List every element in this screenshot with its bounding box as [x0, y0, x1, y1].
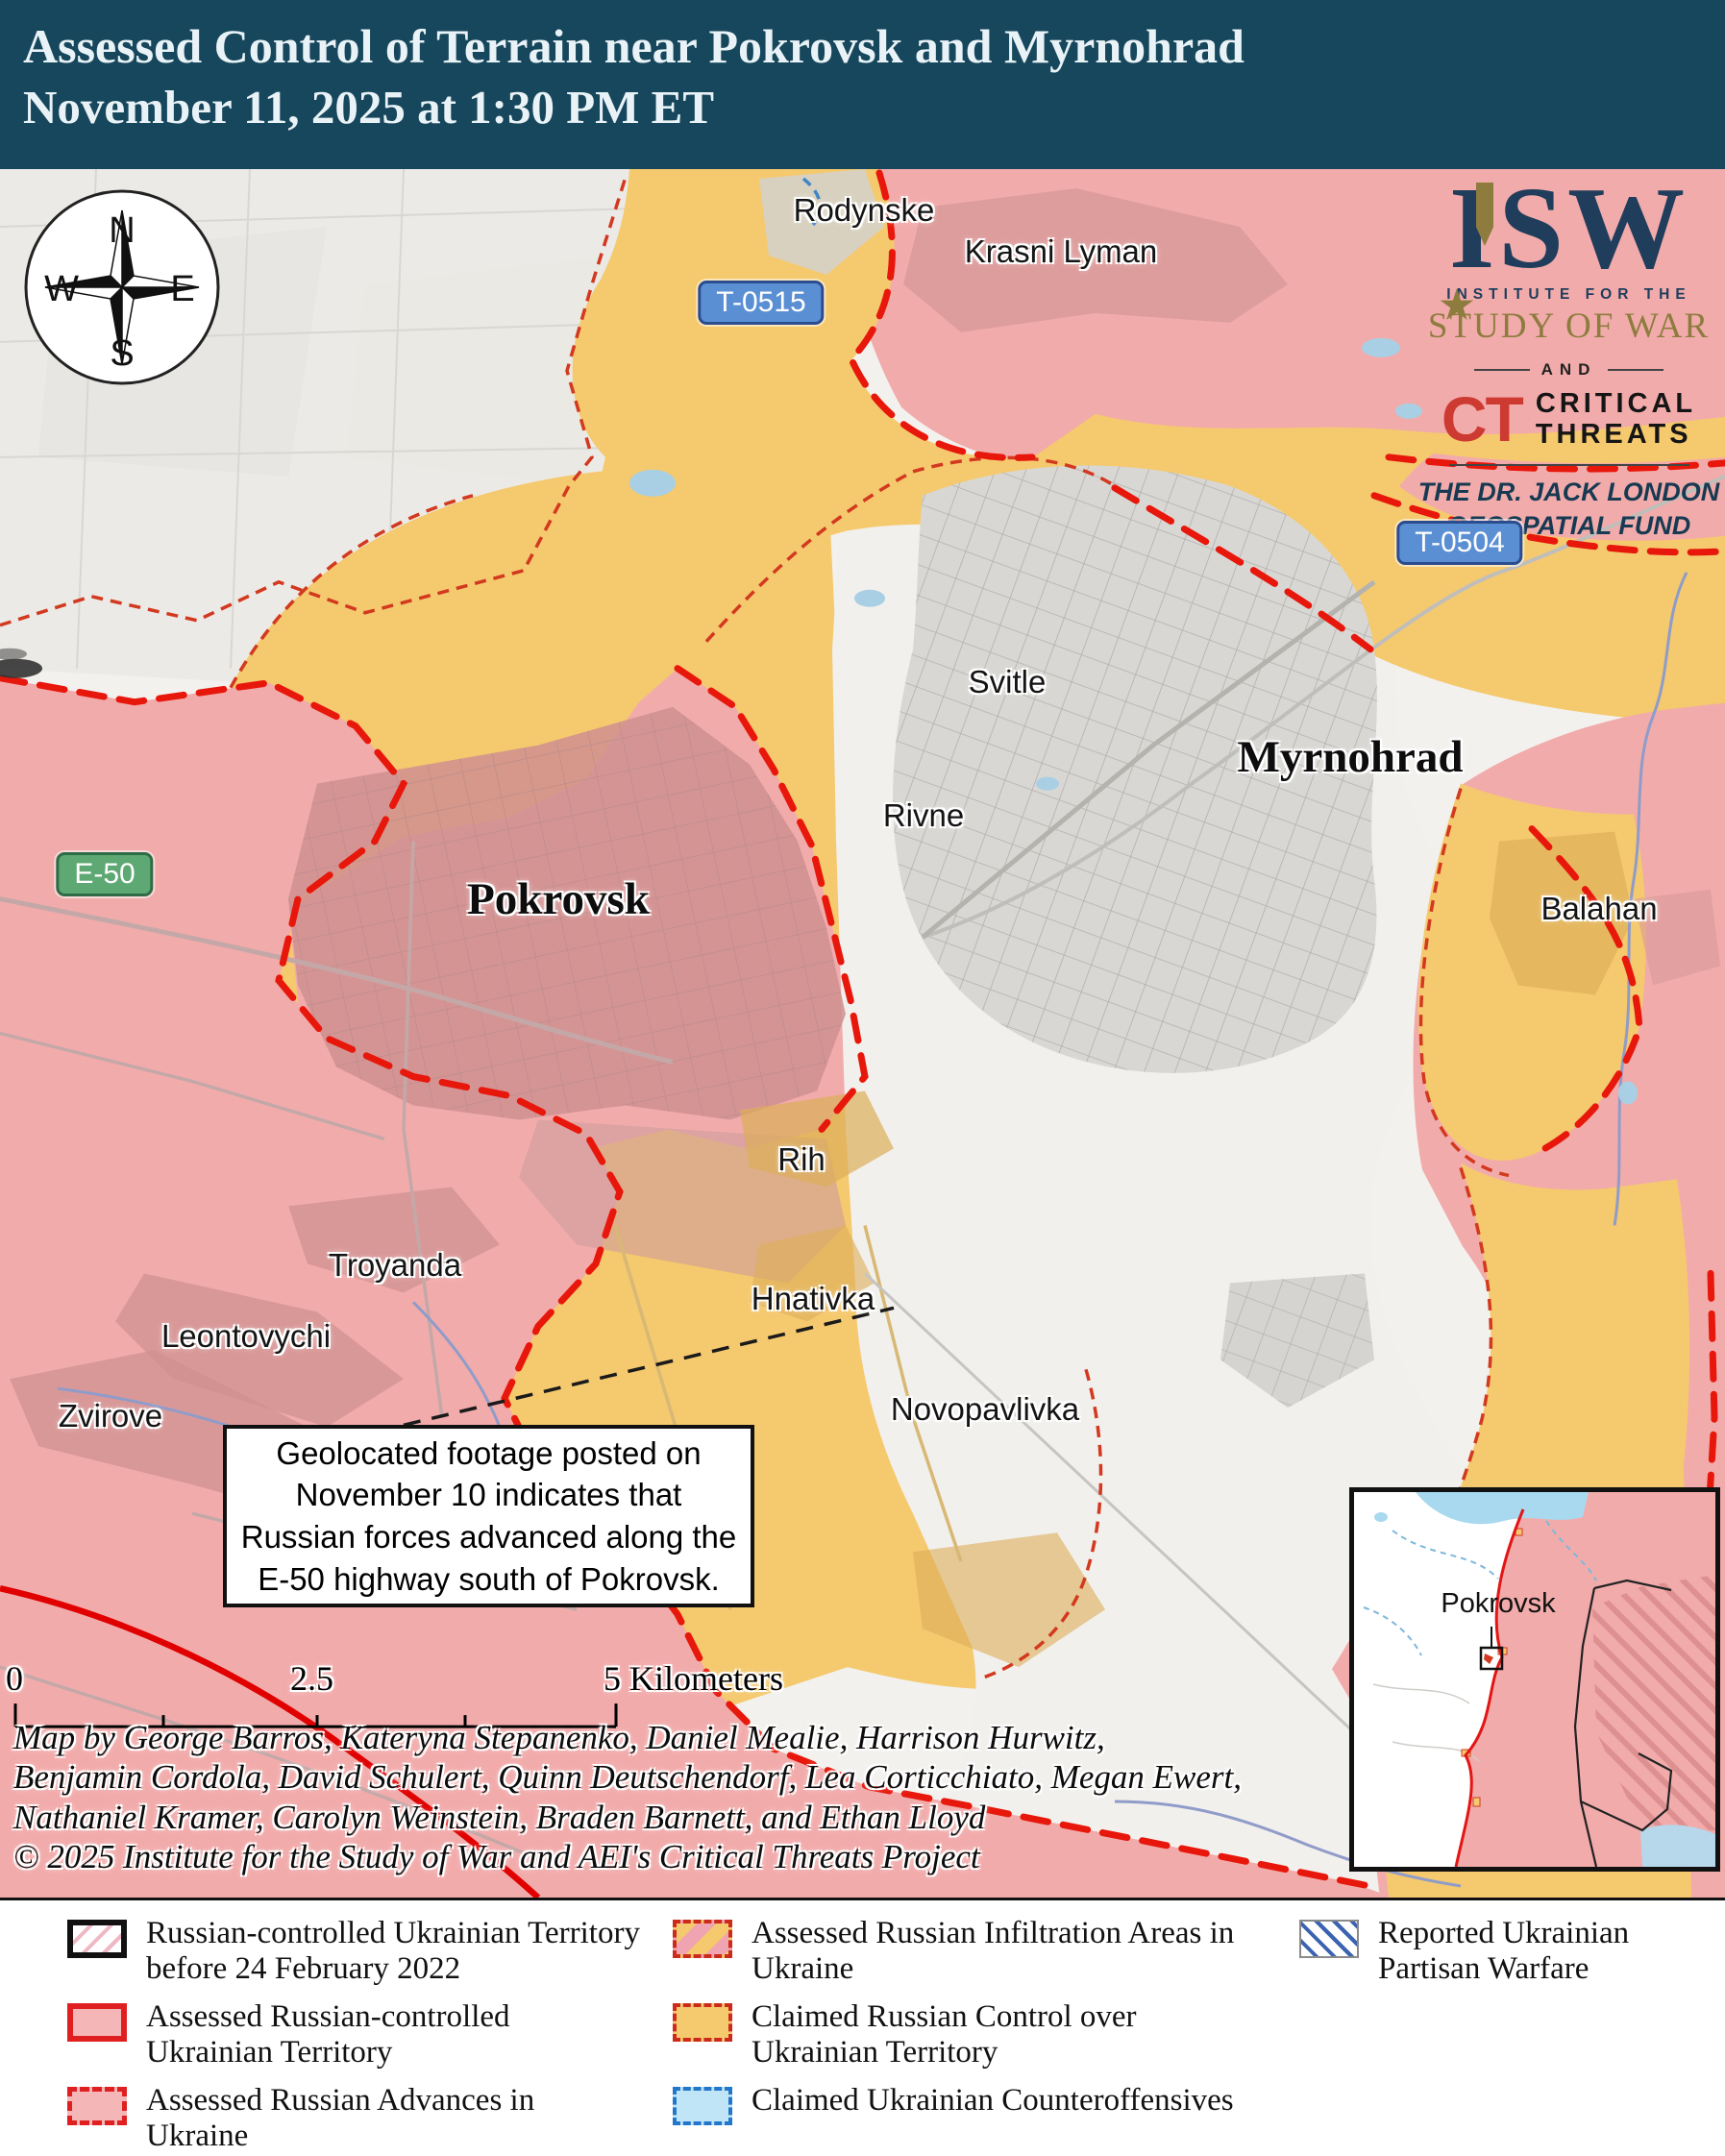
label-svitle: Svitle [968, 664, 1047, 699]
legend-swatch-advances-icon [67, 2086, 127, 2125]
legend-item: Assessed Russian Infiltration Areas in U… [673, 1916, 1269, 1987]
critical-threats-logo: CT CRITICAL THREATS [1413, 383, 1725, 455]
divider-line [1473, 368, 1530, 371]
legend-label: Russian-controlled Ukrainian Territory b… [146, 1916, 640, 1986]
credits-line1: Map by George Barros, Kateryna Stepanenk… [13, 1719, 1105, 1756]
logo-and-row: AND [1413, 360, 1725, 380]
label-krasni-lyman: Krasni Lyman [964, 233, 1158, 269]
map-legend: Russian-controlled Ukrainian Territory b… [0, 1898, 1725, 2156]
legend-column-1: Russian-controlled Ukrainian Territory b… [67, 1916, 644, 2154]
legend-swatch-assessed-control-icon [67, 2002, 127, 2042]
road-shield-t0515: T-0515 [698, 281, 825, 325]
critical-text: CRITICAL [1535, 387, 1697, 419]
legend-item: Assessed Russian-controlled Ukrainian Te… [67, 1999, 644, 2070]
inset-pokrovsk-label: Pokrovsk [1441, 1588, 1556, 1619]
label-novopavlivka: Novopavlivka [890, 1391, 1080, 1427]
legend-swatch-partisan-icon [1299, 1920, 1359, 1958]
inset-map-graphic [1354, 1492, 1715, 1868]
label-hnativka: Hnativka [751, 1281, 875, 1316]
isw-study-of-war-text: STUDY OF WAR [1427, 306, 1711, 346]
isw-institute-text: INSTITUTE FOR THE [1446, 285, 1691, 303]
road-shield-e50: E-50 [56, 852, 154, 896]
critical-threats-text: CRITICAL THREATS [1535, 387, 1697, 451]
legend-label: Assessed Russian Advances in Ukraine [146, 2082, 535, 2153]
legend-item: Claimed Russian Control over Ukrainian T… [673, 1999, 1269, 2070]
road-shield-t0504: T-0504 [1396, 521, 1523, 565]
map-credits: Map by George Barros, Kateryna Stepanenk… [13, 1718, 1242, 1876]
isw-medal-ribbon-icon [1476, 183, 1493, 246]
label-myrnohrad: Myrnohrad [1237, 732, 1464, 782]
label-rih: Rih [777, 1141, 826, 1177]
map-title: Assessed Control of Terrain near Pokrovs… [23, 19, 1244, 73]
legend-label: Assessed Russian-controlled Ukrainian Te… [146, 1998, 510, 2070]
scale-mid: 2.5 [290, 1659, 333, 1698]
legend-label: Claimed Ukrainian Counteroffensives [752, 2082, 1234, 2118]
map-date: November 11, 2025 at 1:30 PM ET [23, 80, 715, 134]
credits-line3: Nathaniel Kramer, Carolyn Weinstein, Bra… [13, 1798, 986, 1836]
threats-text: THREATS [1535, 418, 1692, 450]
compass-rose-icon: N E S W [24, 189, 220, 385]
label-zvirove: Zvirove [58, 1398, 163, 1433]
legend-item: Reported Ukrainian Partisan Warfare [1299, 1916, 1722, 1987]
isw-ct-logo: ISW ★ INSTITUTE FOR THE STUDY OF WAR AND… [1413, 169, 1725, 543]
scale-end: 5 Kilometers [604, 1659, 783, 1698]
divider-line [1608, 368, 1664, 371]
legend-item: Claimed Ukrainian Counteroffensives [673, 2083, 1269, 2125]
legend-label: Reported Ukrainian Partisan Warfare [1378, 1916, 1630, 1986]
annotation-text: Geolocated footage posted on November 10… [240, 1434, 737, 1597]
credits-line4: © 2025 Institute for the Study of War an… [13, 1837, 980, 1875]
compass-s: S [110, 333, 134, 374]
legend-swatch-pre2022-icon [67, 1920, 127, 1958]
scale-zero: 0 [6, 1659, 23, 1698]
legend-column-2: Assessed Russian Infiltration Areas in U… [673, 1916, 1269, 2125]
label-leontovychi: Leontovychi [160, 1318, 332, 1354]
legend-swatch-counteroffensives-icon [673, 2086, 732, 2125]
isw-star-icon: ★ [1440, 283, 1478, 327]
terrain-map: N E S W ISW ★ INSTITUTE FOR THE STUDY OF… [0, 169, 1725, 1898]
fund-line1: THE DR. JACK LONDON [1417, 477, 1720, 506]
label-troyanda: Troyanda [328, 1247, 462, 1283]
label-rivne: Rivne [882, 797, 965, 833]
legend-item: Russian-controlled Ukrainian Territory b… [67, 1916, 644, 1987]
legend-item: Assessed Russian Advances in Ukraine [67, 2083, 644, 2154]
compass-e: E [170, 269, 194, 309]
label-pokrovsk: Pokrovsk [467, 874, 650, 924]
isw-wordmark: ISW ★ [1440, 169, 1689, 327]
logo-and-text: AND [1540, 359, 1597, 379]
annotation-callout: Geolocated footage posted on November 10… [223, 1425, 754, 1607]
legend-swatch-claimed-control-icon [673, 2002, 732, 2042]
credits-line2: Benjamin Cordola, David Schulert, Quinn … [13, 1758, 1242, 1797]
legend-label: Claimed Russian Control over Ukrainian T… [752, 1998, 1137, 2070]
ct-monogram-icon: CT [1441, 383, 1524, 455]
title-bar: Assessed Control of Terrain near Pokrovs… [0, 0, 1725, 169]
label-balahan: Balahan [1540, 891, 1658, 926]
locator-inset-map: Pokrovsk [1349, 1487, 1720, 1872]
legend-column-3: Reported Ukrainian Partisan Warfare [1299, 1916, 1722, 1987]
label-rodynske: Rodynske [793, 192, 935, 228]
legend-label: Assessed Russian Infiltration Areas in U… [752, 1916, 1235, 1986]
compass-w: W [44, 269, 79, 309]
legend-swatch-infiltration-icon [673, 1920, 732, 1958]
compass-n: N [109, 210, 135, 251]
logo-divider [1448, 463, 1689, 466]
